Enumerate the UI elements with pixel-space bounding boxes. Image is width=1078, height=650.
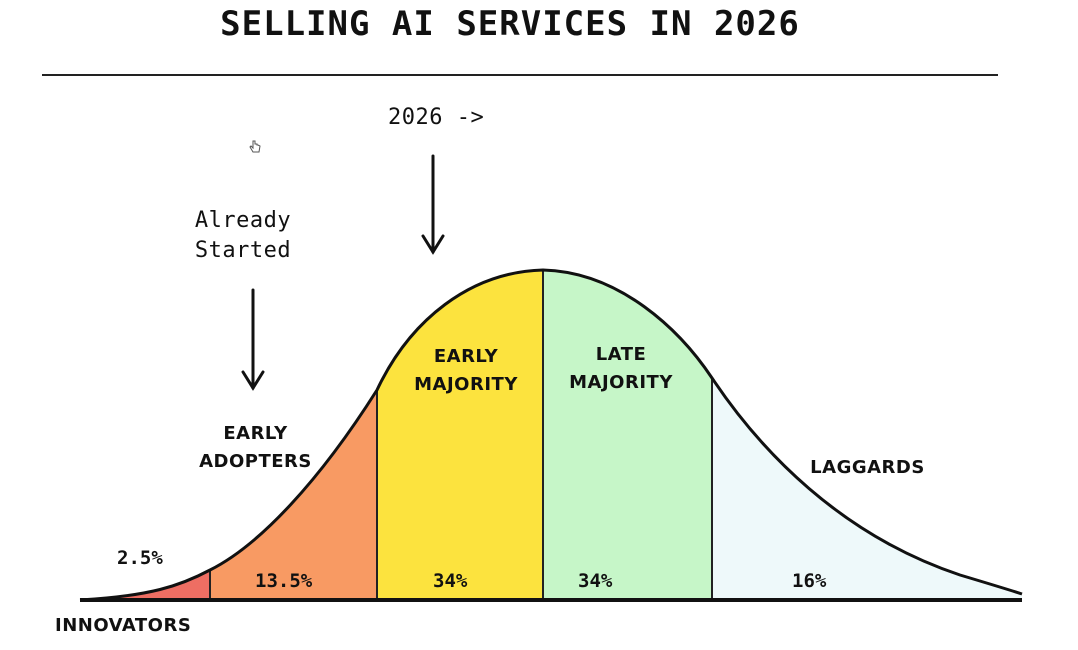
- percent-laggards: 16%: [792, 570, 827, 592]
- bell-curve-outline: [79, 268, 1023, 602]
- arrow-already-started: [241, 288, 265, 391]
- label-late-majority: LATE MAJORITY: [569, 344, 673, 393]
- annotation-2026: 2026 ->: [388, 105, 485, 130]
- label-laggards: LAGGARDS: [810, 457, 925, 478]
- segment-laggards-fill: [712, 270, 1022, 600]
- segment-early-majority-fill: [377, 270, 543, 600]
- hand-cursor-icon: [249, 140, 261, 153]
- annotation-already-started: Already Started: [194, 208, 292, 263]
- percent-innovators: 2.5%: [117, 547, 163, 569]
- title-divider: [42, 74, 998, 76]
- percent-late-majority: 34%: [578, 570, 613, 592]
- arrow-2026: [421, 154, 445, 255]
- percent-early-adopters: 13.5%: [255, 570, 313, 592]
- label-innovators: INNOVATORS: [55, 615, 192, 636]
- label-early-adopters: EARLY ADOPTERS: [199, 423, 312, 472]
- page-title: SELLING AI SERVICES IN 2026: [220, 4, 800, 44]
- label-early-majority: EARLY MAJORITY: [414, 346, 518, 395]
- percent-early-majority: 34%: [433, 570, 468, 592]
- segment-late-majority-fill: [543, 270, 712, 600]
